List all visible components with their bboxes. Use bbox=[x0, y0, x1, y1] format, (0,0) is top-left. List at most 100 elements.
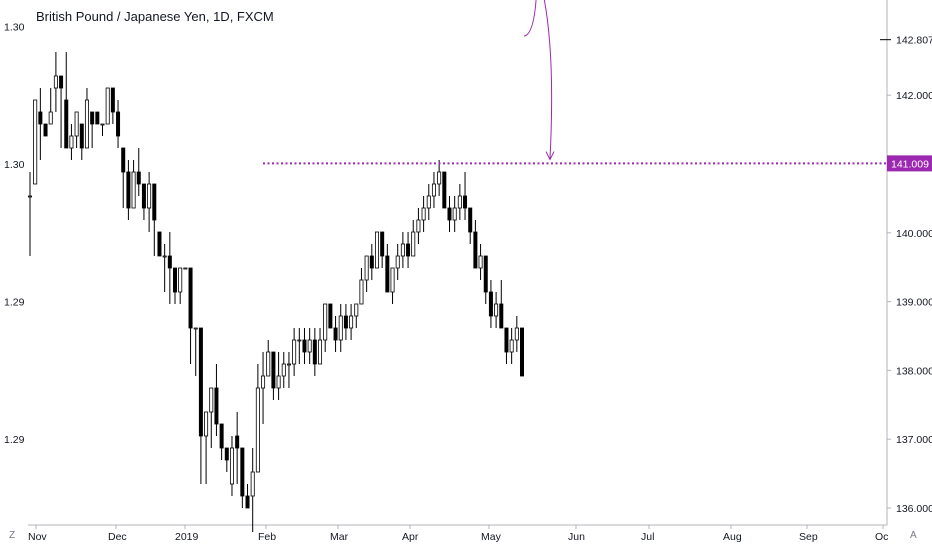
candle[interactable] bbox=[323, 303, 328, 352]
candle[interactable] bbox=[266, 340, 271, 377]
auto-scale-button[interactable]: A bbox=[910, 530, 917, 541]
candle[interactable] bbox=[494, 292, 499, 328]
candle[interactable] bbox=[209, 387, 214, 448]
candle[interactable] bbox=[509, 328, 514, 364]
candle[interactable] bbox=[297, 328, 302, 364]
candle[interactable] bbox=[173, 267, 178, 304]
candle[interactable] bbox=[157, 231, 162, 257]
candle[interactable] bbox=[198, 327, 203, 484]
candle[interactable] bbox=[229, 436, 234, 496]
candle[interactable] bbox=[131, 160, 136, 209]
candle[interactable] bbox=[380, 231, 385, 268]
candle[interactable] bbox=[364, 255, 369, 292]
candle[interactable] bbox=[245, 484, 250, 509]
candle[interactable] bbox=[354, 303, 359, 328]
candle[interactable] bbox=[302, 328, 307, 364]
candle[interactable] bbox=[343, 304, 348, 340]
candle[interactable] bbox=[292, 328, 297, 376]
candle[interactable] bbox=[276, 352, 281, 400]
horizontal-level[interactable]: 141.009 bbox=[263, 155, 932, 172]
candle[interactable] bbox=[90, 111, 95, 148]
candle[interactable] bbox=[95, 111, 100, 125]
candle[interactable] bbox=[74, 111, 79, 148]
candle[interactable] bbox=[359, 268, 364, 305]
candle[interactable] bbox=[110, 87, 115, 124]
horizontal-levels[interactable]: 148.874148.209147.197146.508143.784141.0… bbox=[263, 0, 932, 172]
candle[interactable] bbox=[84, 88, 89, 149]
candle[interactable] bbox=[421, 196, 426, 232]
candle[interactable] bbox=[167, 232, 172, 304]
candle[interactable] bbox=[400, 232, 405, 268]
time-axis[interactable]: Nov Dec 2019 Feb Mar Apr May Jun Jul Aug Sep Oc bbox=[28, 525, 888, 543]
candle[interactable] bbox=[219, 423, 224, 460]
candle[interactable] bbox=[463, 172, 468, 220]
candle[interactable] bbox=[483, 255, 488, 304]
candle[interactable] bbox=[204, 411, 209, 484]
candle[interactable] bbox=[307, 328, 312, 364]
candle[interactable] bbox=[38, 88, 43, 160]
candle[interactable] bbox=[59, 75, 64, 148]
drawings[interactable]: looking for bearish candlestick formatio… bbox=[420, 0, 769, 161]
candle[interactable] bbox=[261, 352, 266, 424]
candle[interactable] bbox=[374, 231, 379, 269]
candle[interactable] bbox=[188, 267, 193, 364]
candle[interactable] bbox=[473, 220, 478, 269]
candle[interactable] bbox=[121, 147, 126, 208]
candle[interactable] bbox=[437, 160, 442, 196]
candle[interactable] bbox=[478, 244, 483, 280]
candle[interactable] bbox=[48, 88, 53, 125]
corner-z-button[interactable]: Z bbox=[9, 530, 16, 541]
candle[interactable] bbox=[147, 172, 152, 232]
candle[interactable] bbox=[141, 183, 146, 220]
candle[interactable] bbox=[520, 327, 525, 377]
candles[interactable] bbox=[27, 52, 525, 532]
candle[interactable] bbox=[426, 184, 431, 220]
candle[interactable] bbox=[328, 303, 333, 329]
candle[interactable] bbox=[488, 280, 493, 328]
candle[interactable] bbox=[452, 196, 457, 232]
candle[interactable] bbox=[271, 351, 276, 400]
candle[interactable] bbox=[369, 244, 374, 280]
candle[interactable] bbox=[499, 280, 504, 329]
candle[interactable] bbox=[43, 123, 48, 137]
candle[interactable] bbox=[286, 352, 291, 388]
candle[interactable] bbox=[116, 100, 121, 148]
candle[interactable] bbox=[504, 327, 509, 364]
candle[interactable] bbox=[318, 328, 323, 365]
candle[interactable] bbox=[385, 244, 390, 293]
candle[interactable] bbox=[312, 328, 317, 376]
candle[interactable] bbox=[411, 220, 416, 257]
candle[interactable] bbox=[390, 267, 395, 304]
candle[interactable] bbox=[105, 87, 110, 125]
candle[interactable] bbox=[27, 172, 32, 256]
candle[interactable] bbox=[126, 160, 131, 220]
candle[interactable] bbox=[183, 267, 188, 270]
candle[interactable] bbox=[333, 316, 338, 352]
candle[interactable] bbox=[100, 123, 105, 136]
candle[interactable] bbox=[250, 448, 255, 532]
candle[interactable] bbox=[64, 52, 69, 149]
candle[interactable] bbox=[447, 196, 452, 232]
candle[interactable] bbox=[69, 124, 74, 160]
candle[interactable] bbox=[406, 232, 411, 268]
candle[interactable] bbox=[442, 171, 447, 209]
candle[interactable] bbox=[416, 208, 421, 244]
candle[interactable] bbox=[152, 183, 157, 256]
candle[interactable] bbox=[79, 123, 84, 160]
candle[interactable] bbox=[162, 244, 167, 292]
candle[interactable] bbox=[235, 412, 240, 484]
candle[interactable] bbox=[240, 447, 245, 508]
candle[interactable] bbox=[431, 172, 436, 208]
candle[interactable] bbox=[136, 148, 141, 196]
candle[interactable] bbox=[193, 327, 198, 376]
candle[interactable] bbox=[224, 447, 229, 472]
candle[interactable] bbox=[514, 316, 519, 352]
candle[interactable] bbox=[349, 304, 354, 340]
candle[interactable] bbox=[395, 244, 400, 280]
candle[interactable] bbox=[281, 352, 286, 388]
candle[interactable] bbox=[214, 364, 219, 436]
candle[interactable] bbox=[457, 184, 462, 220]
candle[interactable] bbox=[255, 364, 260, 473]
